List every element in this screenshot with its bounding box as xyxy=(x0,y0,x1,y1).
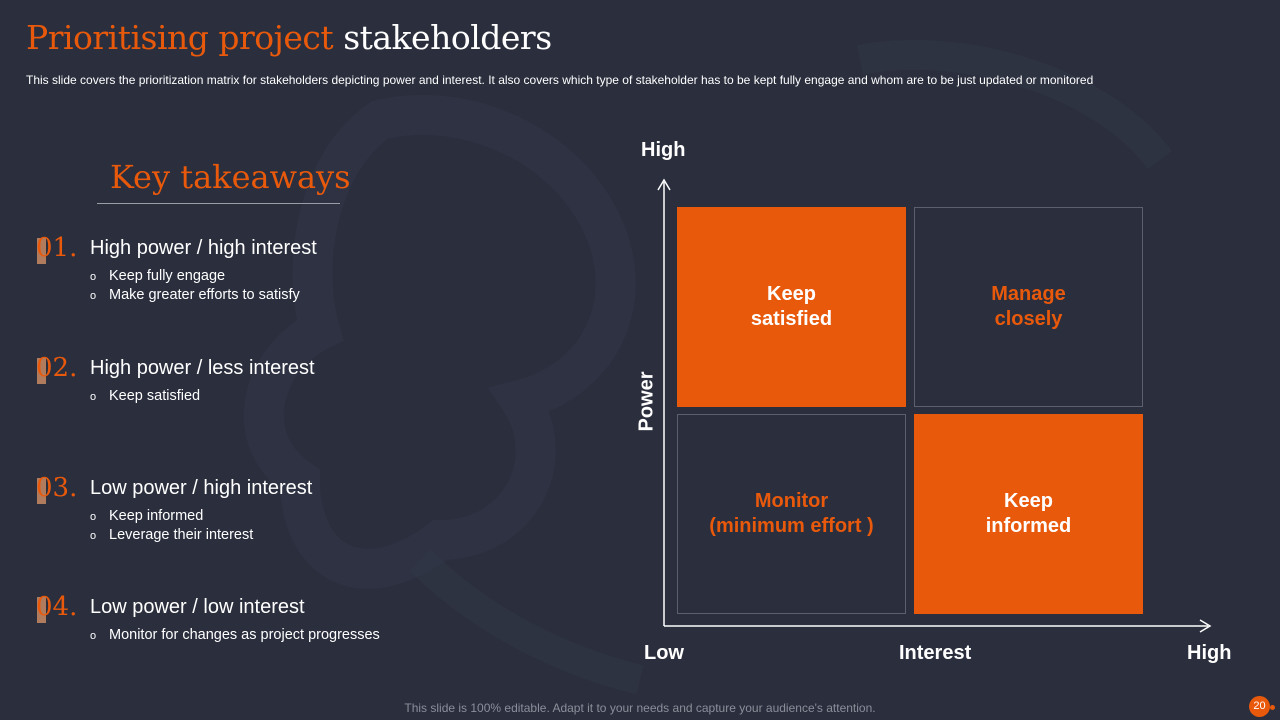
bullet-circle-icon: o xyxy=(90,290,97,302)
takeaway-bullets: o Keep satisfied xyxy=(90,387,200,406)
takeaway-bullets: o Keep fully engage o Make greater efforts… xyxy=(90,267,300,305)
takeaway-heading: Low power / high interest xyxy=(90,477,313,499)
page-badge-dot-icon xyxy=(1270,705,1275,710)
x-axis-title: Interest xyxy=(899,642,972,664)
takeaway-number-marker xyxy=(37,238,46,264)
takeaway-heading: High power / high interest xyxy=(90,237,317,259)
quadrant-line: Keep xyxy=(767,283,816,305)
bullet-circle-icon: o xyxy=(90,511,97,523)
x-axis-arrow-icon xyxy=(1199,619,1212,633)
x-axis-high-label: High xyxy=(1187,642,1232,664)
takeaway-bullets: o Monitor for changes as project progress… xyxy=(90,626,380,645)
y-axis-high-label: High xyxy=(641,139,686,161)
takeaway-number: 04. xyxy=(36,592,78,622)
x-axis-low-label: Low xyxy=(644,642,684,664)
takeaway-bullet: o Monitor for changes as project progress… xyxy=(90,627,380,643)
takeaway-number-marker xyxy=(37,358,46,384)
takeaway-heading: High power / less interest xyxy=(90,357,315,379)
takeaway-number: 02. xyxy=(36,353,78,383)
y-axis-title: Power xyxy=(635,371,658,432)
slide-footer: This slide is 100% editable. Adapt it to… xyxy=(404,701,876,715)
quadrant-line: closely xyxy=(994,308,1063,330)
slide-title-accent: Prioritising project xyxy=(26,18,334,57)
quadrant-keep-satisfied: Keep satisfied xyxy=(677,207,906,407)
slide-subtitle: This slide covers the prioritization mat… xyxy=(26,73,1094,87)
takeaway-heading: Low power / low interest xyxy=(90,596,305,618)
bullet-circle-icon: o xyxy=(90,530,97,542)
quadrant-monitor: Monitor (minimum effort ) xyxy=(677,414,906,614)
takeaway-number-marker xyxy=(37,478,46,504)
takeaway-number-marker xyxy=(37,597,46,623)
takeaway-bullet: o Keep informed xyxy=(90,508,204,524)
takeaway-number: 03. xyxy=(36,473,78,503)
y-axis-arrow-icon xyxy=(657,178,671,191)
quadrant-line: (minimum effort ) xyxy=(709,515,874,537)
takeaway-bullet: o Keep fully engage xyxy=(90,268,226,284)
quadrant-keep-informed: Keep informed xyxy=(914,414,1143,614)
takeaway-number: 01. xyxy=(36,233,78,263)
key-takeaways-title: Key takeaways xyxy=(110,158,351,196)
quadrant-manage-closely: Manage closely xyxy=(914,207,1143,407)
slide-title-rest: stakeholders xyxy=(343,18,552,57)
takeaway-bullets: o Keep informed o Leverage their interest xyxy=(90,507,253,545)
quadrant-line: Keep xyxy=(1004,490,1053,512)
takeaway-bullet: o Make greater efforts to satisfy xyxy=(90,287,300,303)
slide-title: Prioritising project stakeholders xyxy=(26,18,552,57)
quadrant-line: Monitor xyxy=(754,490,829,512)
bullet-circle-icon: o xyxy=(90,630,97,642)
key-takeaways-divider xyxy=(97,203,340,204)
takeaway-bullet: o Keep satisfied xyxy=(90,388,201,404)
quadrant-line: informed xyxy=(985,515,1072,537)
quadrant-line: Manage xyxy=(991,283,1066,305)
page-number-badge: 20 xyxy=(1249,696,1270,717)
bullet-circle-icon: o xyxy=(90,271,97,283)
bullet-circle-icon: o xyxy=(90,391,97,403)
takeaway-bullet: o Leverage their interest xyxy=(90,527,254,543)
quadrant-line: satisfied xyxy=(750,308,833,330)
